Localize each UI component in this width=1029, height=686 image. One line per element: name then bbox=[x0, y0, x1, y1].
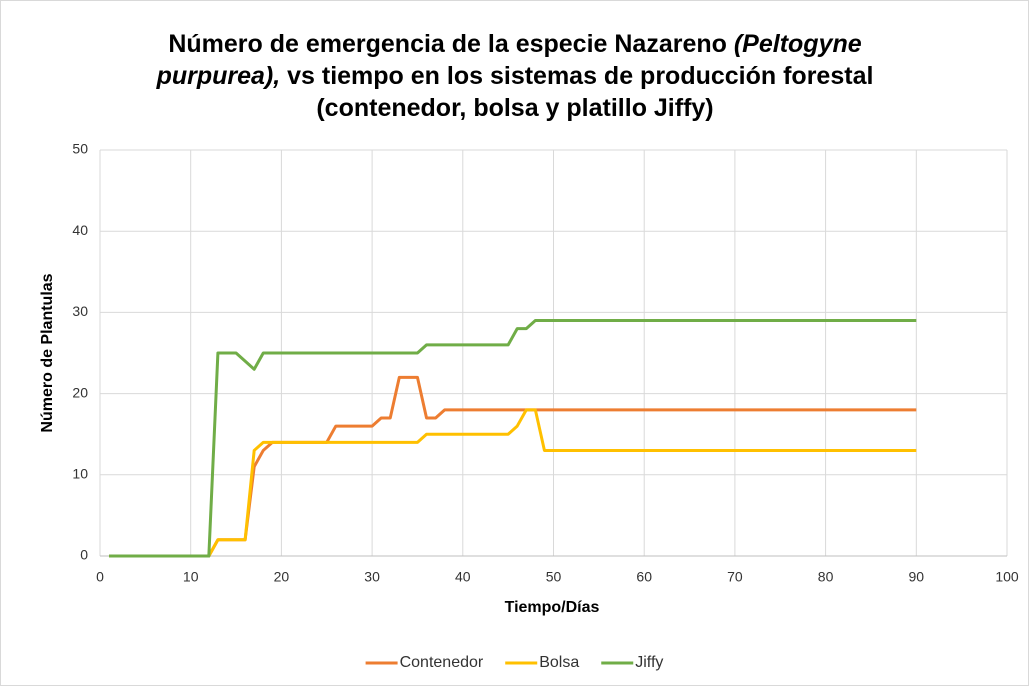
x-tick-label: 50 bbox=[546, 569, 562, 585]
data-line bbox=[109, 408, 917, 558]
x-tick-label: 70 bbox=[727, 569, 743, 585]
y-tick-label: 50 bbox=[72, 141, 88, 157]
y-axis-label: Número de Plantulas bbox=[39, 273, 56, 432]
x-tick-label: 30 bbox=[364, 569, 380, 585]
x-tick-label: 60 bbox=[636, 569, 652, 585]
data-line bbox=[109, 319, 917, 558]
y-tick-label: 0 bbox=[80, 547, 88, 563]
x-tick-label: 40 bbox=[455, 569, 471, 585]
x-axis-label: Tiempo/Días bbox=[505, 599, 600, 616]
x-tick-label: 90 bbox=[909, 569, 925, 585]
legend-label: Bolsa bbox=[539, 654, 579, 671]
y-tick-label: 10 bbox=[72, 466, 88, 482]
chart-title: Número de emergencia de la especie Nazar… bbox=[140, 28, 890, 124]
legend-label: Contenedor bbox=[400, 654, 484, 671]
title-part: vs tiempo en los sistemas de producción … bbox=[280, 62, 874, 122]
legend-label: Jiffy bbox=[635, 654, 663, 671]
x-tick-label: 20 bbox=[274, 569, 290, 585]
x-tick-label: 0 bbox=[96, 569, 104, 585]
y-tick-label: 20 bbox=[72, 384, 88, 400]
x-tick-label: 10 bbox=[183, 569, 199, 585]
y-tick-label: 30 bbox=[72, 303, 88, 319]
title-part-italic: (Peltogyne purpurea), bbox=[156, 30, 862, 90]
y-tick-label: 40 bbox=[72, 222, 88, 238]
x-tick-label: 100 bbox=[995, 569, 1019, 585]
x-tick-label: 80 bbox=[818, 569, 834, 585]
title-part: Número de emergencia de la especie Nazar… bbox=[168, 30, 734, 58]
